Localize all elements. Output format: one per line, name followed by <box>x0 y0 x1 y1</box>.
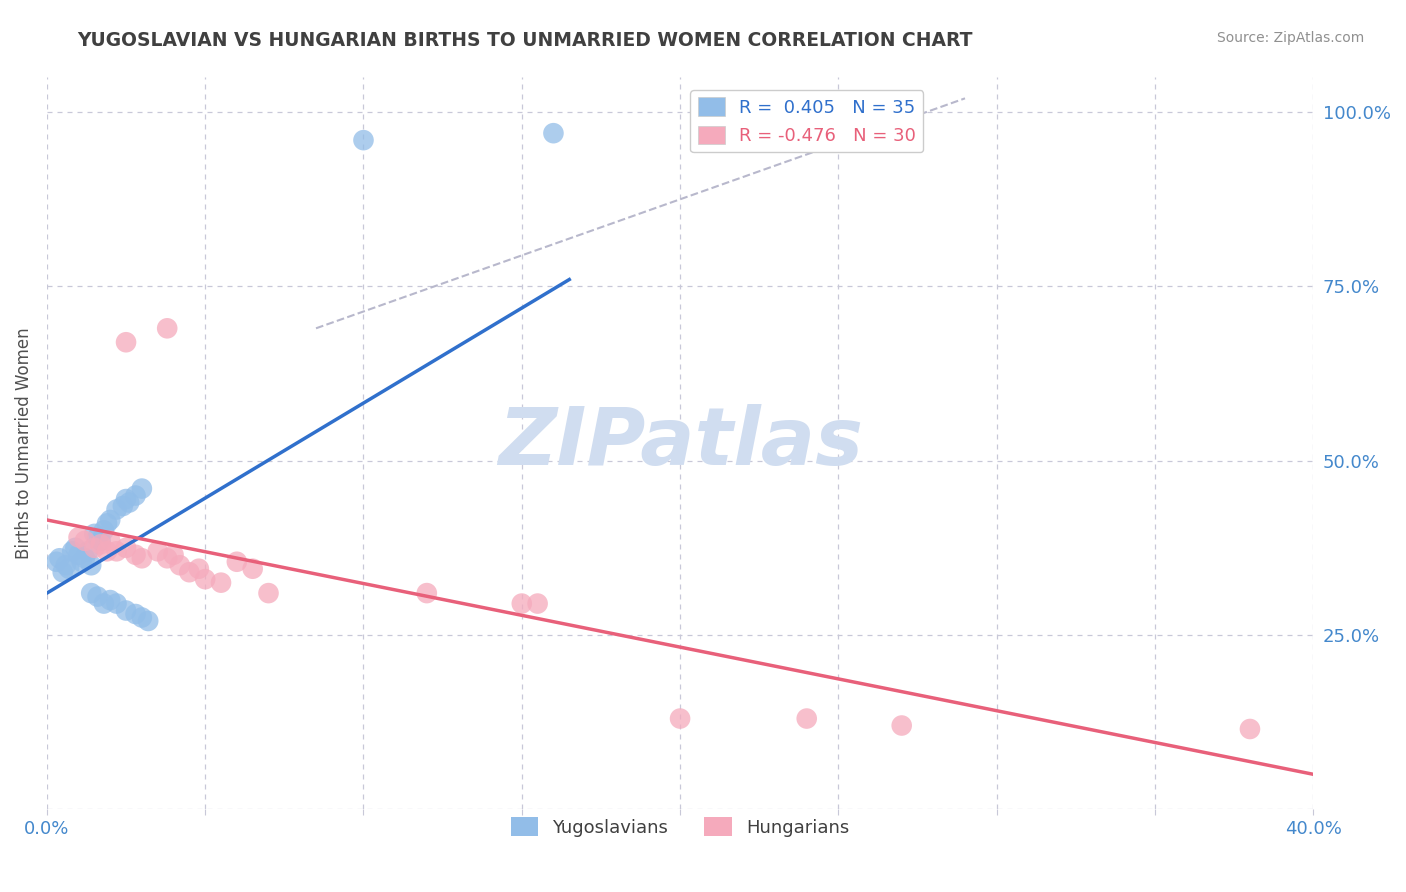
Text: YUGOSLAVIAN VS HUNGARIAN BIRTHS TO UNMARRIED WOMEN CORRELATION CHART: YUGOSLAVIAN VS HUNGARIAN BIRTHS TO UNMAR… <box>77 31 973 50</box>
Point <box>80 586 103 600</box>
Point <box>225 555 247 569</box>
Point <box>115 541 138 555</box>
Point <box>131 482 153 496</box>
Point <box>98 513 121 527</box>
Point <box>156 321 179 335</box>
Point <box>90 537 112 551</box>
Point <box>105 502 128 516</box>
Point <box>70 555 93 569</box>
Point <box>179 565 201 579</box>
Point <box>118 495 141 509</box>
Point <box>115 603 138 617</box>
Point <box>115 491 138 506</box>
Point <box>257 586 280 600</box>
Point <box>136 614 159 628</box>
Point <box>105 544 128 558</box>
Point <box>55 558 77 573</box>
Text: ZIPatlas: ZIPatlas <box>498 404 863 483</box>
Point <box>105 597 128 611</box>
Point <box>209 575 232 590</box>
Point <box>45 555 67 569</box>
Point <box>65 541 87 555</box>
Point <box>124 489 146 503</box>
Point <box>131 551 153 566</box>
Point <box>669 712 692 726</box>
Point <box>96 516 118 531</box>
Point <box>67 530 90 544</box>
Point <box>98 593 121 607</box>
Point <box>98 533 121 548</box>
Point <box>86 590 108 604</box>
Point <box>52 565 75 579</box>
Point <box>115 335 138 350</box>
Point <box>60 544 83 558</box>
Point <box>111 499 134 513</box>
Point <box>526 597 548 611</box>
Point <box>353 133 375 147</box>
Point <box>83 541 105 555</box>
Point <box>86 530 108 544</box>
Point <box>73 551 96 566</box>
Point <box>416 586 439 600</box>
Point <box>93 524 115 538</box>
Point <box>73 533 96 548</box>
Point <box>162 548 184 562</box>
Point <box>146 544 169 558</box>
Point <box>187 562 209 576</box>
Text: Source: ZipAtlas.com: Source: ZipAtlas.com <box>1216 31 1364 45</box>
Point <box>77 544 100 558</box>
Legend: Yugoslavians, Hungarians: Yugoslavians, Hungarians <box>503 810 856 844</box>
Point <box>80 558 103 573</box>
Point <box>90 533 112 548</box>
Point <box>543 126 565 140</box>
Point <box>83 527 105 541</box>
Point <box>510 597 533 611</box>
Point <box>58 562 80 576</box>
Point <box>93 597 115 611</box>
Point <box>242 562 264 576</box>
Point <box>96 544 118 558</box>
Point <box>194 572 217 586</box>
Point <box>131 610 153 624</box>
Point <box>124 548 146 562</box>
Point <box>67 548 90 562</box>
Point <box>890 718 912 732</box>
Point <box>796 712 818 726</box>
Y-axis label: Births to Unmarried Women: Births to Unmarried Women <box>15 327 32 559</box>
Point <box>169 558 191 573</box>
Point <box>48 551 70 566</box>
Point <box>124 607 146 621</box>
Point <box>156 551 179 566</box>
Point <box>1239 722 1261 736</box>
